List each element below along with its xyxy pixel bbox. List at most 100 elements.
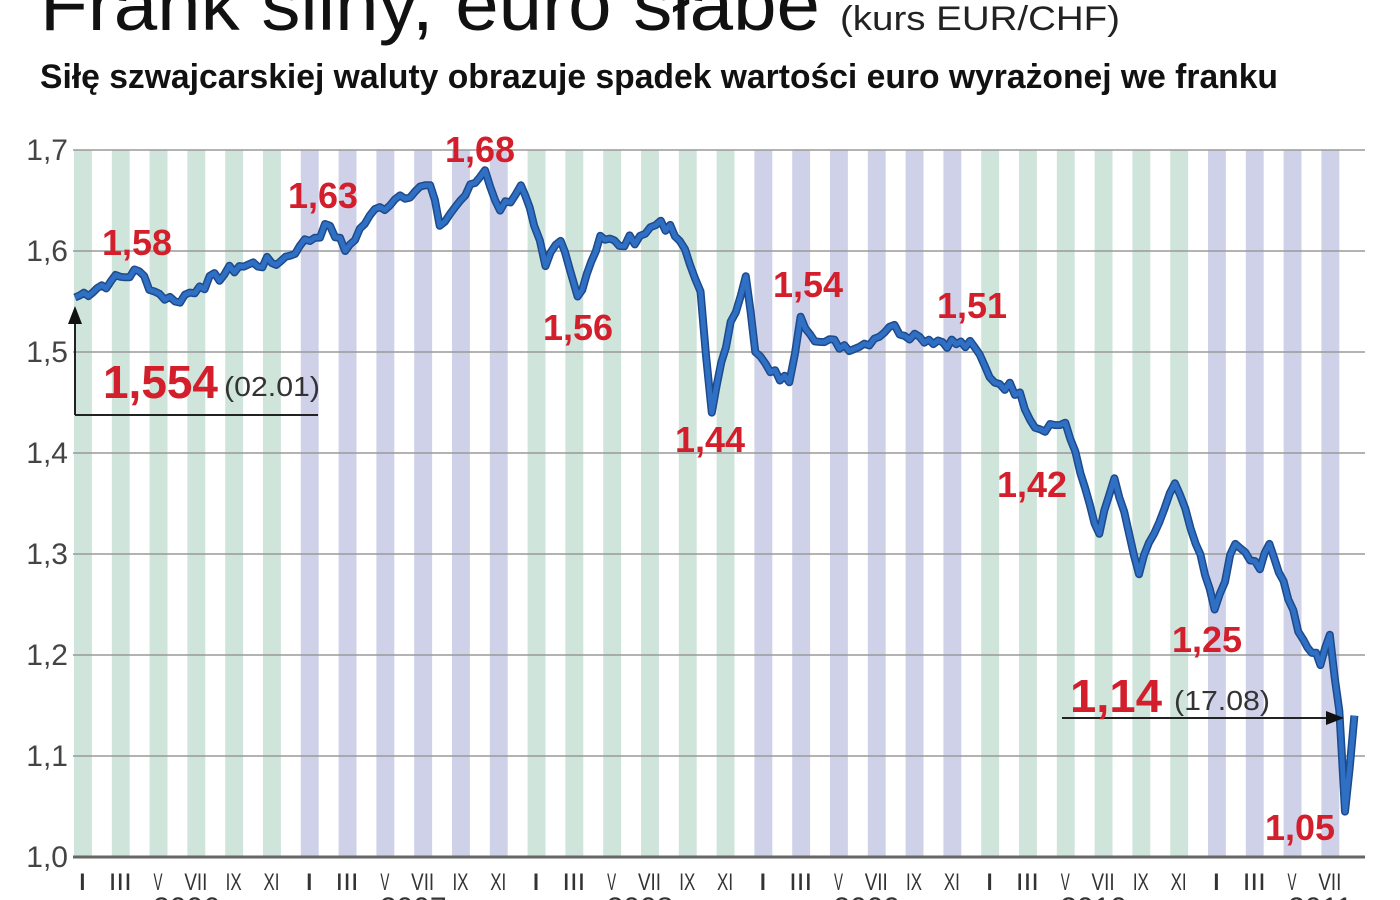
series-line-eurchf <box>73 167 1357 815</box>
x-tick-label: III <box>1243 869 1266 896</box>
x-tick-label: V <box>607 869 616 896</box>
year-label: 2010 <box>1060 892 1127 900</box>
x-tick-label: IX <box>1133 869 1149 896</box>
x-tick-label: V <box>1288 869 1297 896</box>
annotation-label: 1,54 <box>773 264 843 305</box>
y-tick-label: 1,3 <box>26 538 68 571</box>
x-tick-label: VII <box>411 869 434 896</box>
month-stripe <box>300 150 319 857</box>
year-labels: 2006 2007 2008 2009 2010 2011 <box>153 892 1353 900</box>
start-value: 1,554 <box>103 356 218 408</box>
x-tick-label: I <box>78 869 87 896</box>
end-date: (17.08) <box>1174 685 1270 716</box>
month-stripe <box>905 150 924 857</box>
x-tick-label: V <box>154 869 163 896</box>
x-tick-label: I <box>1212 869 1221 896</box>
x-tick-label: III <box>562 869 585 896</box>
x-tick-label: XI <box>263 869 279 896</box>
month-stripe <box>1245 150 1264 857</box>
month-stripe <box>830 150 848 857</box>
chart-subtitle: Siłę szwajcarskiej waluty obrazuje spade… <box>40 58 1278 96</box>
annotation-label: 1,68 <box>445 129 515 170</box>
x-tick-label: VII <box>1318 869 1341 896</box>
month-stripe <box>452 150 470 857</box>
y-axis-ticks: 1,0 1,1 1,2 1,3 1,4 1,5 1,6 1,7 <box>26 134 68 874</box>
annotation-label: 1,51 <box>937 285 1007 326</box>
start-date: (02.01) <box>224 371 320 402</box>
month-stripe <box>1208 150 1226 857</box>
year-label: 2006 <box>153 892 220 900</box>
month-stripe <box>565 150 584 857</box>
month-stripe <box>263 150 281 857</box>
x-tick-label: XI <box>717 869 733 896</box>
x-tick-label: III <box>1016 869 1039 896</box>
month-stripe <box>414 150 433 857</box>
x-tick-label: I <box>758 869 767 896</box>
annotation-label: 1,63 <box>288 175 358 216</box>
start-marker: 1,554 (02.01) <box>68 306 320 416</box>
x-tick-label: IX <box>226 869 242 896</box>
month-stripe <box>1132 150 1151 857</box>
end-value: 1,14 <box>1070 670 1162 722</box>
annotation-label: 1,42 <box>997 464 1067 505</box>
month-stripe <box>1056 150 1075 857</box>
month-stripe <box>943 150 962 857</box>
x-tick-label: VII <box>1092 869 1115 896</box>
x-tick-label: XI <box>944 869 960 896</box>
x-tick-label: XI <box>490 869 506 896</box>
month-stripe <box>149 150 168 857</box>
x-tick-label: I <box>985 869 994 896</box>
x-tick-label: V <box>1061 869 1070 896</box>
x-tick-label: I <box>532 869 541 896</box>
x-tick-label: VII <box>638 869 661 896</box>
annotations: 1,58 1,63 1,68 1,56 1,44 1,54 1,51 1,42 1,25 1,05 <box>102 129 1335 848</box>
gridlines <box>73 149 1365 859</box>
x-tick-label: III <box>336 869 359 896</box>
month-stripe <box>1019 150 1037 857</box>
month-stripe <box>1321 150 1340 857</box>
month-stripe <box>376 150 395 857</box>
month-stripe <box>716 150 735 857</box>
chart-title: Frank silny, euro słabe <box>40 0 820 46</box>
x-axis-ticks: I III V VII IX XI I III V VII IX XI I III V VII IX XI I III… <box>78 869 1341 896</box>
month-stripe <box>338 150 357 857</box>
month-stripe <box>74 150 92 857</box>
month-stripe <box>867 150 886 857</box>
annotation-label: 1,56 <box>543 307 613 348</box>
y-tick-label: 1,5 <box>26 336 68 369</box>
annotation-label: 1,25 <box>1172 619 1242 660</box>
arrow-up-icon <box>68 306 82 324</box>
month-stripe <box>527 150 546 857</box>
chart-unit: (kurs EUR/CHF) <box>840 0 1120 38</box>
end-marker: 1,14 (17.08) <box>1062 670 1344 725</box>
month-stripe <box>981 150 1000 857</box>
month-stripe <box>111 150 130 857</box>
x-tick-label: V <box>380 869 389 896</box>
month-stripes <box>74 150 1340 857</box>
annotation-label: 1,05 <box>1265 807 1335 848</box>
month-stripe <box>187 150 206 857</box>
x-tick-label: V <box>834 869 843 896</box>
x-tick-label: III <box>109 869 132 896</box>
month-stripe <box>489 150 508 857</box>
year-label: 2008 <box>607 892 674 900</box>
x-tick-label: III <box>789 869 812 896</box>
x-tick-label: IX <box>679 869 695 896</box>
arrow-right-icon <box>1326 711 1344 725</box>
annotation-label: 1,58 <box>102 222 172 263</box>
x-tick-label: VII <box>184 869 207 896</box>
month-stripe <box>603 150 622 857</box>
month-stripe <box>792 150 811 857</box>
month-stripe <box>1283 150 1302 857</box>
y-tick-label: 1,7 <box>26 134 68 167</box>
x-tick-label: IX <box>906 869 922 896</box>
month-stripe <box>678 150 697 857</box>
month-stripe <box>641 150 659 857</box>
y-tick-label: 1,4 <box>26 437 68 470</box>
year-label: 2007 <box>380 892 447 900</box>
year-label: 2009 <box>833 892 900 900</box>
x-tick-label: VII <box>865 869 888 896</box>
y-tick-label: 1,0 <box>26 841 68 874</box>
x-tick-label: I <box>305 869 314 896</box>
